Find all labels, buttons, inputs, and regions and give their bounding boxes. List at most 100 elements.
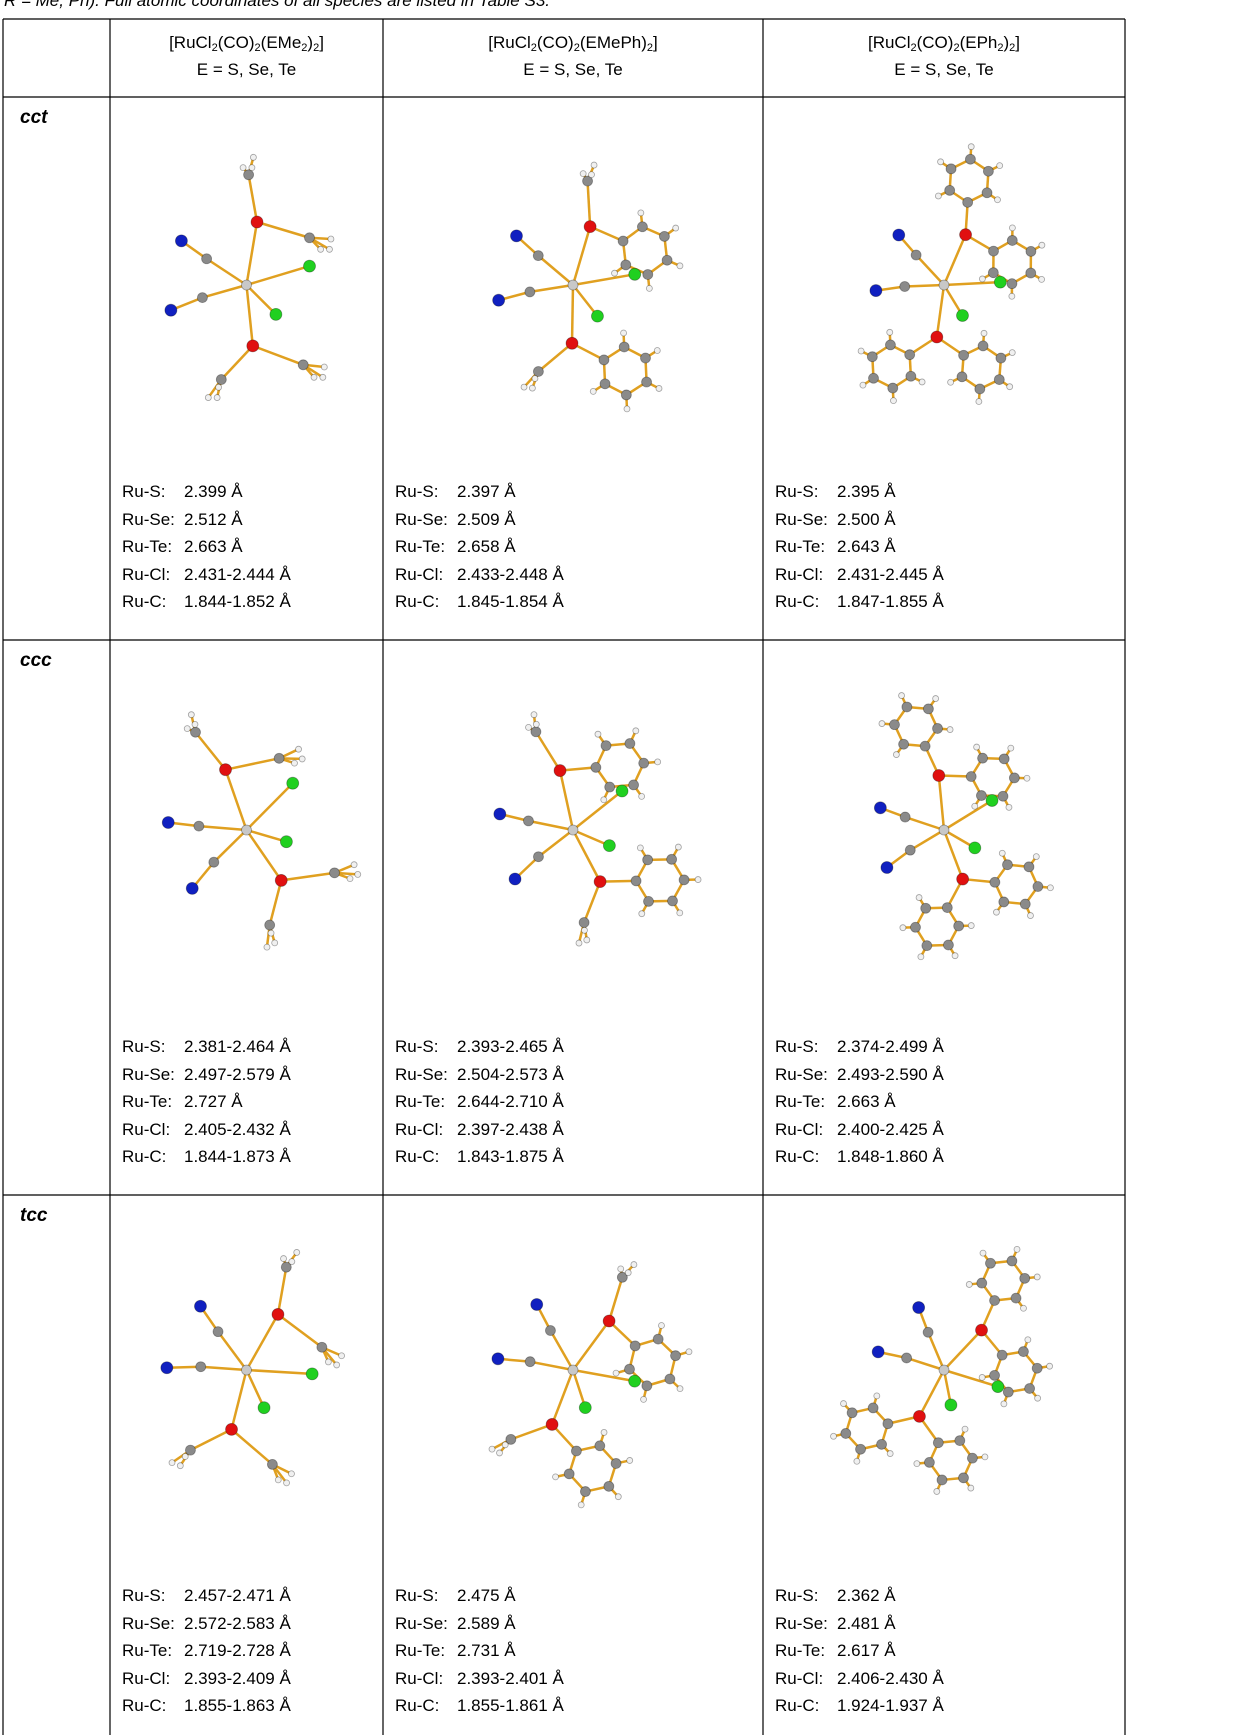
bond-label: Ru-Cl: xyxy=(775,1120,823,1140)
atom xyxy=(1007,384,1013,390)
molecule xyxy=(161,1249,345,1485)
atom xyxy=(975,384,985,394)
atom xyxy=(304,260,316,272)
atom xyxy=(631,876,641,886)
bond-value: 1.847-1.855 Å xyxy=(837,592,944,612)
bond-value: 2.500 Å xyxy=(837,510,896,530)
atom xyxy=(580,171,586,177)
atom xyxy=(972,803,978,809)
bond-label: Ru-S: xyxy=(395,1037,438,1057)
bond-label: Ru-Cl: xyxy=(775,565,823,585)
column-subtitle: E = S, Se, Te xyxy=(763,57,1125,82)
bond-label: Ru-C: xyxy=(122,1696,166,1716)
atom xyxy=(969,842,981,854)
bond-stick xyxy=(232,1370,247,1429)
atom xyxy=(621,390,631,400)
atom xyxy=(913,1410,925,1422)
atom xyxy=(242,1365,252,1375)
atom xyxy=(631,1262,637,1268)
atom xyxy=(321,364,327,370)
atom xyxy=(934,1488,940,1494)
atom xyxy=(242,825,252,835)
atom xyxy=(639,911,645,917)
atom xyxy=(580,1487,590,1497)
bond-label: Ru-Cl: xyxy=(395,565,443,585)
atom xyxy=(244,170,254,180)
bond-stick xyxy=(538,343,572,371)
atom xyxy=(913,1302,925,1314)
atom xyxy=(893,752,899,758)
column-subtitle: E = S, Se, Te xyxy=(383,57,763,82)
atom xyxy=(879,721,885,727)
bond-value: 2.374-2.499 Å xyxy=(837,1037,944,1057)
atom xyxy=(831,1433,837,1439)
atom xyxy=(588,172,594,178)
bond-value: 2.719-2.728 Å xyxy=(184,1641,291,1661)
atom xyxy=(887,329,893,335)
atom xyxy=(165,304,177,316)
atom xyxy=(990,877,1000,887)
atom xyxy=(306,1368,318,1380)
atom xyxy=(591,762,601,772)
atom xyxy=(948,379,954,385)
atom xyxy=(213,1327,223,1337)
bond-stick xyxy=(573,227,590,285)
column-formula: [RuCl2(CO)2(EMePh)2] xyxy=(383,30,763,55)
bond-label: Ru-Se: xyxy=(775,510,828,530)
bond-value: 2.405-2.432 Å xyxy=(184,1120,291,1140)
atom xyxy=(935,193,941,199)
atom xyxy=(868,1403,878,1413)
atom xyxy=(619,342,629,352)
bond-value: 2.658 Å xyxy=(457,537,516,557)
atom xyxy=(275,874,287,886)
atom xyxy=(214,395,220,401)
atom xyxy=(502,1442,508,1448)
atom xyxy=(671,1351,681,1361)
atom xyxy=(621,330,627,336)
bond-value: 2.395 Å xyxy=(837,482,896,502)
bond-label: Ru-S: xyxy=(122,1037,165,1057)
atom xyxy=(885,340,895,350)
atom xyxy=(274,753,284,763)
bond-label: Ru-Te: xyxy=(775,1092,825,1112)
atom xyxy=(613,1370,619,1376)
atom xyxy=(328,236,334,242)
atom xyxy=(510,230,522,242)
bond-stick xyxy=(552,1370,573,1424)
atom xyxy=(317,1342,327,1352)
atom xyxy=(900,925,906,931)
bond-label: Ru-C: xyxy=(775,1147,819,1167)
atom xyxy=(883,1419,893,1429)
bond-value: 1.855-1.861 Å xyxy=(457,1696,564,1716)
atom xyxy=(945,185,955,195)
atom xyxy=(933,723,943,733)
atom xyxy=(584,937,590,943)
bond-label: Ru-S: xyxy=(775,482,818,502)
atom xyxy=(325,1359,331,1365)
bond-value: 2.644-2.710 Å xyxy=(457,1092,564,1112)
atom xyxy=(615,1494,621,1500)
atom xyxy=(625,1270,631,1276)
bond-stick xyxy=(232,1429,273,1464)
atom xyxy=(654,347,660,353)
atom xyxy=(902,702,912,712)
atom xyxy=(494,808,506,820)
atom xyxy=(251,216,263,228)
bond-stick xyxy=(536,732,560,771)
bond-value: 2.381-2.464 Å xyxy=(184,1037,291,1057)
atom xyxy=(265,920,275,930)
bond-stick xyxy=(226,770,247,830)
atom xyxy=(955,1436,965,1446)
bond-stick xyxy=(247,1314,278,1370)
atom xyxy=(1020,1305,1026,1311)
molecule xyxy=(858,144,1045,405)
table-graphics xyxy=(0,0,1245,1735)
bond-label: Ru-Se: xyxy=(395,510,448,530)
atom xyxy=(584,221,596,233)
bond-label: Ru-Te: xyxy=(775,537,825,557)
atom xyxy=(899,739,909,749)
atom xyxy=(947,727,953,733)
atom xyxy=(1018,1347,1028,1357)
atom xyxy=(954,921,964,931)
atom xyxy=(999,754,1009,764)
